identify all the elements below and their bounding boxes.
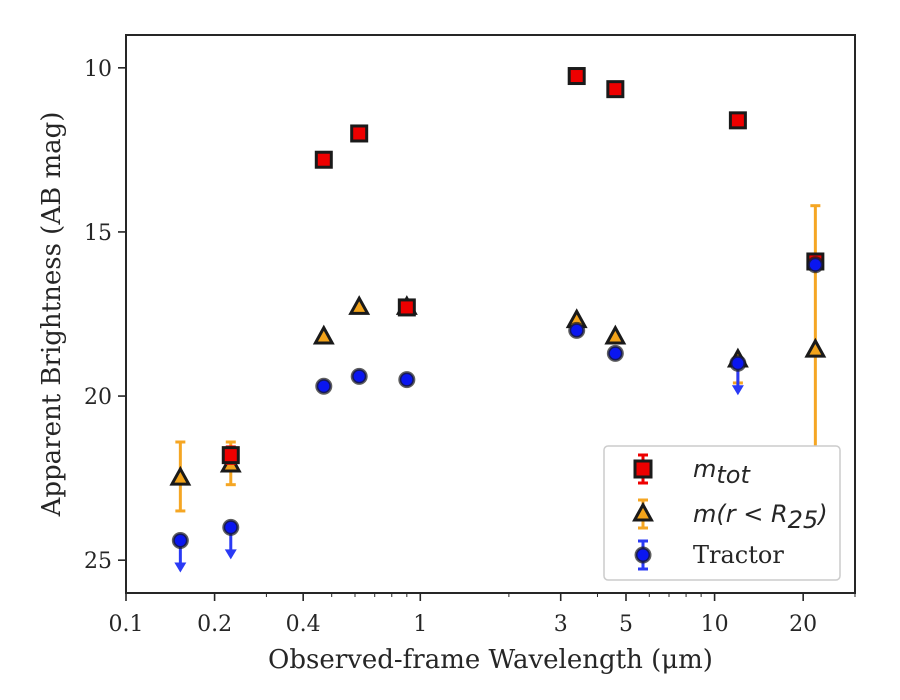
x-tick-label: 0.1	[109, 612, 144, 637]
legend-entry-label: m(r < R25)	[693, 500, 828, 534]
x-tick-label: 3	[554, 612, 568, 637]
legend: mtot m(r < R25) Tractor	[603, 445, 841, 581]
legend-box	[603, 445, 841, 581]
x-tick-label: 0.4	[286, 612, 321, 637]
square-point	[397, 298, 416, 317]
x-tick-label: 0.2	[197, 612, 232, 637]
circle-point	[398, 371, 416, 389]
circle-point	[806, 256, 824, 274]
plot-area	[169, 67, 827, 573]
x-tick-label: 1	[413, 612, 427, 637]
square-point	[350, 124, 369, 143]
circle-point	[350, 367, 368, 385]
y-tick-label: 25	[84, 549, 112, 574]
circle-point	[606, 344, 624, 362]
plot-frame	[125, 34, 856, 594]
x-axis: 0.1 0.2 0.4 1 3 5 10 20	[109, 593, 856, 637]
x-tick-label: 10	[701, 612, 729, 637]
upper-limit-arrow	[224, 549, 237, 560]
legend-entry-label: Tractor	[693, 541, 784, 569]
square-point	[567, 67, 586, 86]
upper-limit-arrow	[174, 562, 187, 573]
legend-entry-label: mtot	[693, 455, 751, 489]
triangle-point	[169, 465, 192, 486]
circle-point	[729, 354, 747, 372]
legend-circle-icon	[634, 546, 652, 564]
upper-limit-arrow	[731, 385, 744, 396]
legend-square-icon	[633, 459, 653, 479]
triangle-point	[804, 337, 827, 358]
triangle-point	[604, 324, 627, 345]
y-tick-label: 10	[84, 57, 112, 82]
x-tick-label: 5	[619, 612, 633, 637]
triangle-point	[348, 295, 371, 315]
y-tick-label: 15	[84, 221, 112, 246]
legend-triangle-icon	[632, 501, 654, 522]
circle-point	[568, 321, 586, 339]
y-axis-label: Apparent Brightness (AB mag)	[37, 112, 67, 518]
square-point	[221, 446, 240, 465]
x-axis-label: Observed-frame Wavelength (μm)	[268, 645, 713, 675]
square-point	[728, 111, 747, 130]
y-tick-label: 20	[84, 385, 112, 410]
circle-point	[171, 531, 189, 549]
square-point	[606, 80, 625, 99]
series-square	[221, 67, 825, 465]
y-axis: 10 15 20 25	[84, 57, 126, 574]
circle-point	[222, 518, 240, 536]
square-point	[314, 150, 333, 169]
x-tick-label: 20	[789, 612, 817, 637]
series-circle	[171, 256, 824, 573]
circle-point	[315, 377, 333, 395]
triangle-point	[312, 324, 335, 345]
